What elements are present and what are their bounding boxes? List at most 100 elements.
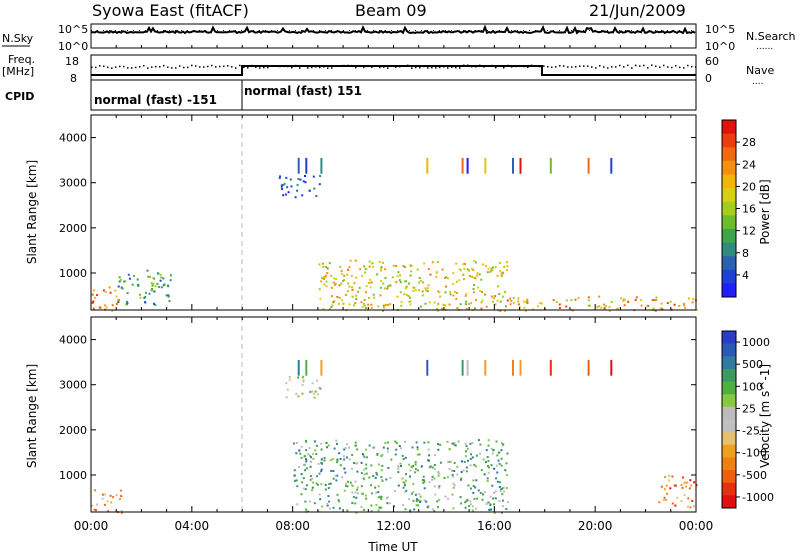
velocity-cell-2 [500, 457, 503, 460]
power-cell-4 [476, 272, 479, 275]
velocity-cell-2 [416, 448, 419, 451]
velocity-cell-2 [304, 455, 307, 458]
power-cell-5 [509, 297, 512, 300]
power-cell-4 [472, 268, 475, 271]
nave-dot [395, 66, 397, 68]
power-cell-1 [154, 304, 157, 306]
velocity-cell-2 [401, 477, 404, 480]
velocity-colorbar-cell-6 [722, 406, 736, 420]
velocity-cell-3 [669, 487, 672, 490]
power-cell-4 [426, 290, 429, 293]
velocity-cell-2 [353, 462, 355, 464]
power-cell-5 [512, 297, 515, 299]
power-cell-4 [325, 265, 328, 268]
power-cell-4 [419, 305, 422, 308]
velocity-cell-3 [668, 479, 671, 482]
velocity-cell-2 [492, 449, 495, 451]
velocity-colorbar-label: Velocity [m s^-1] [758, 364, 772, 468]
nave-dot [227, 65, 229, 67]
velocity-cell-2 [416, 453, 419, 456]
velocity-cell-0 [101, 493, 104, 496]
nsearch-dot [115, 30, 116, 31]
power-cell-4 [414, 289, 417, 292]
velocity-cell-2 [384, 442, 387, 445]
velocity-cell-3 [682, 476, 685, 479]
velocity-cell-2 [450, 460, 452, 463]
power-cell-5 [635, 296, 638, 299]
velocity-cell-2 [320, 462, 323, 464]
velocity-cell-2 [335, 479, 338, 482]
velocity-cell-2 [371, 492, 374, 495]
power-cell-5 [565, 299, 568, 302]
nsearch-dot [661, 30, 662, 31]
velocity-strip-2 [320, 359, 323, 376]
velocity-cell-2 [298, 466, 300, 469]
power-colorbar-tick-label-2: 12 [742, 225, 756, 238]
power-cell-5 [682, 302, 685, 305]
velocity-cell-2 [397, 471, 400, 474]
nsearch-dot [415, 30, 416, 31]
velocity-cell-2 [309, 475, 312, 478]
power-cell-4 [435, 275, 438, 278]
nave-dot [283, 65, 285, 68]
velocity-cell-2 [431, 508, 434, 511]
velocity-cell-3 [685, 485, 688, 488]
nave-dot [467, 64, 469, 66]
power-cell-4 [452, 282, 455, 285]
velocity-cell-1 [301, 376, 304, 379]
nsearch-dot [565, 30, 566, 31]
power-cell-3 [313, 187, 316, 190]
power-cell-3 [304, 175, 306, 177]
velocity-cell-2 [377, 485, 380, 488]
power-cell-4 [372, 265, 375, 268]
nsearch-dot [367, 30, 368, 31]
velocity-cell-2 [454, 444, 457, 447]
velocity-cell-2 [317, 510, 320, 513]
nave-dot [175, 67, 177, 69]
velocity-cell-2 [342, 455, 345, 458]
velocity-cell-2 [493, 511, 496, 514]
power-cell-4 [391, 276, 394, 279]
velocity-cell-2 [312, 481, 315, 484]
time-tick-label-3: 12:00 [376, 519, 411, 533]
power-cell-5 [512, 302, 515, 305]
nave-dot [251, 64, 253, 67]
velocity-cell-0 [107, 510, 110, 513]
power-cell-5 [647, 304, 650, 307]
nsearch-dot [595, 30, 596, 31]
power-cell-4 [346, 273, 349, 276]
nave-dot [407, 64, 409, 67]
velocity-cell-1 [297, 395, 300, 398]
velocity-cell-2 [415, 500, 418, 503]
power-cell-1 [128, 277, 131, 280]
power-cell-5 [587, 296, 590, 299]
velocity-cell-2 [436, 506, 439, 509]
velocity-cell-2 [417, 504, 420, 507]
power-cell-4 [339, 265, 342, 268]
power-colorbar-tick-label-0: 4 [742, 269, 749, 282]
nsearch-dot [631, 30, 632, 31]
nsearch-dot [331, 30, 332, 31]
velocity-cell-2 [485, 449, 488, 452]
power-cell-0 [91, 301, 94, 304]
velocity-cell-2 [355, 462, 358, 465]
velocity-cell-2 [377, 496, 380, 499]
power-cell-4 [324, 275, 327, 278]
power-cell-4 [425, 289, 428, 292]
power-cell-1 [126, 302, 129, 305]
power-cell-4 [475, 299, 478, 302]
velocity-cell-2 [345, 485, 348, 487]
power-cell-1 [139, 293, 141, 296]
power-cell-4 [437, 290, 440, 293]
velocity-cell-2 [356, 488, 359, 491]
velocity-cell-0 [119, 498, 121, 501]
power-cell-4 [371, 306, 373, 309]
velocity-cell-2 [334, 474, 337, 477]
power-cell-4 [369, 286, 372, 289]
power-colorbar-cell-4 [722, 174, 736, 189]
velocity-cell-2 [387, 450, 389, 453]
power-cell-5 [651, 299, 654, 301]
velocity-cell-2 [434, 454, 436, 457]
velocity-cell-3 [690, 484, 693, 487]
nave-dot [347, 64, 349, 67]
